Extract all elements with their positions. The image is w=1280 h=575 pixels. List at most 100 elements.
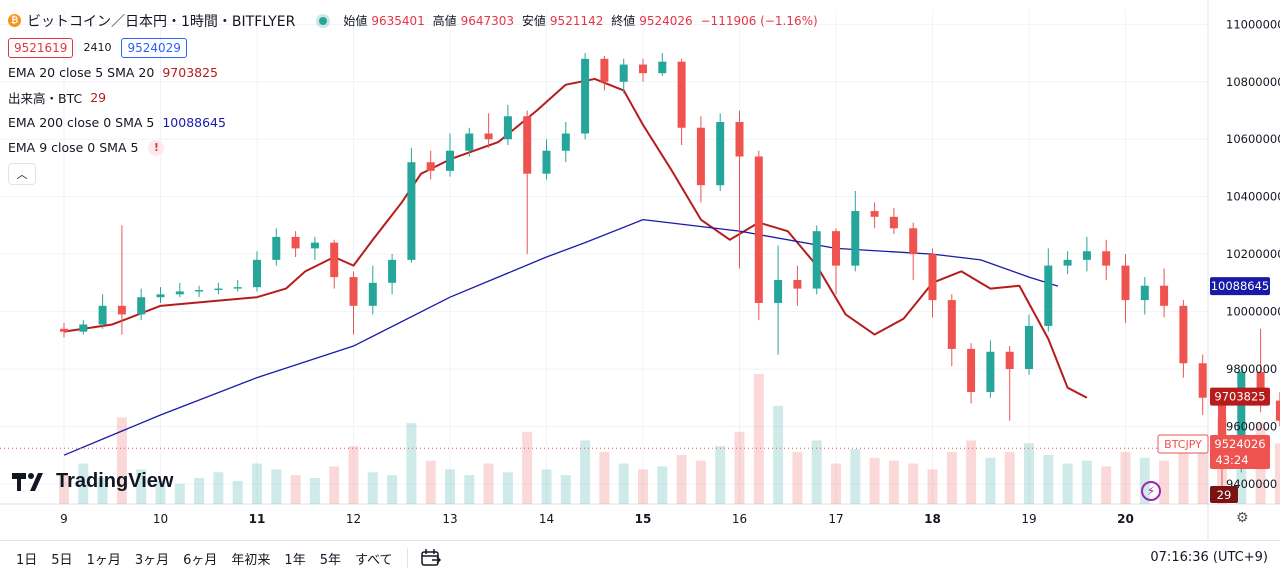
price-chart[interactable]: 11000000 10800000 10600000 10400000 10200000… xyxy=(0,0,1280,540)
candle-body xyxy=(503,116,512,140)
candle-body xyxy=(542,150,551,174)
volume-bar xyxy=(464,475,475,504)
volume-bar xyxy=(309,478,320,504)
lightning-icon[interactable]: ⚡ xyxy=(1141,481,1161,501)
x-tick-label: 11 xyxy=(249,512,266,526)
indicator-ema20[interactable]: EMA 20 close 5 SMA 20 9703825 xyxy=(8,60,822,85)
y-tick-label: 10800000 xyxy=(1226,75,1280,89)
range-6m[interactable]: 6ヶ月 xyxy=(183,552,218,568)
volume-bar xyxy=(792,452,803,504)
candle-body xyxy=(1256,371,1265,401)
collapse-legend-button[interactable]: ︿ xyxy=(8,162,36,185)
volume-bar xyxy=(869,457,880,504)
volume-bar xyxy=(1178,446,1189,504)
volume-bar xyxy=(59,475,69,504)
volume-bar xyxy=(406,423,417,504)
ema20-price-tag-bg xyxy=(1210,387,1270,406)
candle-body xyxy=(774,279,783,303)
clock-utc[interactable]: 07:16:36 (UTC+9) xyxy=(1150,550,1268,565)
candle-body xyxy=(156,294,165,298)
volume-bar xyxy=(136,469,147,504)
candle-body xyxy=(1160,285,1169,306)
volume-bar xyxy=(522,431,533,504)
volume-bar xyxy=(753,374,764,504)
volume-bar xyxy=(232,480,243,504)
buy-price-button[interactable]: 9524029 xyxy=(121,37,187,58)
low-label: 安値 xyxy=(521,14,546,28)
tradingview-logo[interactable]: TradingView xyxy=(12,470,173,493)
range-1y[interactable]: 1年 xyxy=(284,552,306,568)
candle-body xyxy=(310,242,319,249)
indicator-label: EMA 9 close 0 SMA 5 xyxy=(8,140,139,155)
candle-body xyxy=(658,61,667,74)
candle-body xyxy=(195,290,204,292)
volume-bar xyxy=(966,440,977,504)
range-3m[interactable]: 3ヶ月 xyxy=(134,552,170,568)
volume-bar xyxy=(1159,460,1170,504)
range-all[interactable]: すべて xyxy=(354,552,393,568)
indicator-volume[interactable]: 出来高・BTC 29 xyxy=(8,85,822,110)
settings-gear-icon[interactable]: ⚙ xyxy=(1236,510,1249,526)
range-1m[interactable]: 1ヶ月 xyxy=(86,552,121,568)
volume-bar xyxy=(618,463,629,504)
candle-body xyxy=(1275,400,1280,421)
spread-value: 2410 xyxy=(83,41,112,54)
indicator-value: 29 xyxy=(90,90,107,105)
volume-bar xyxy=(908,463,919,504)
x-tick-label: 12 xyxy=(346,512,361,526)
bitcoin-icon: ₿ xyxy=(8,14,21,27)
volume-bar xyxy=(252,463,262,504)
candle-body xyxy=(233,287,242,289)
high-value: 9647303 xyxy=(460,14,515,28)
volume-tag-bg xyxy=(1210,486,1238,503)
volume-bar xyxy=(985,457,996,504)
divider xyxy=(406,548,408,568)
y-tick-label: 9600000 xyxy=(1226,419,1277,433)
candle-body xyxy=(1063,259,1072,266)
volume-bar xyxy=(599,452,610,504)
candle-body xyxy=(832,231,840,266)
indicator-ema200[interactable]: EMA 200 close 0 SMA 5 10088645 xyxy=(8,110,822,135)
candle-body xyxy=(619,64,628,82)
volume-bar xyxy=(1043,454,1054,504)
volume-bar xyxy=(194,478,205,504)
candle-body xyxy=(1218,397,1226,461)
range-5y[interactable]: 5年 xyxy=(319,552,341,568)
symbol-title[interactable]: ビットコイン／日本円・1時間・BITFLYER xyxy=(27,13,296,30)
sell-price-button[interactable]: 9521619 xyxy=(8,37,74,58)
x-tick-label: 16 xyxy=(732,512,747,526)
candle-body xyxy=(388,259,397,283)
ema200-price-tag-bg xyxy=(1210,277,1270,296)
volume-bar xyxy=(734,431,745,504)
y-tick-label: 9800000 xyxy=(1226,362,1277,376)
calendar-goto-icon[interactable] xyxy=(420,548,442,568)
volume-bar xyxy=(560,475,571,504)
candle-body xyxy=(716,122,725,186)
volume-bar xyxy=(1081,460,1092,504)
ema200-price-tag: 10088645 xyxy=(1211,279,1270,293)
volume-bar xyxy=(213,472,224,504)
candle-body xyxy=(330,242,339,278)
indicator-ema9[interactable]: EMA 9 close 0 SMA 5 ! xyxy=(8,135,822,160)
y-tick-label: 10400000 xyxy=(1226,190,1280,204)
volume-bar xyxy=(174,483,185,504)
volume-bar xyxy=(927,469,938,504)
range-1d[interactable]: 1日 xyxy=(16,552,38,568)
volume-bar xyxy=(811,440,822,504)
volume-bar xyxy=(850,449,861,504)
warning-icon[interactable]: ! xyxy=(148,139,165,156)
range-ytd[interactable]: 年初来 xyxy=(231,552,271,568)
symbol-tag: BTCJPY xyxy=(1164,438,1202,451)
volume-bar xyxy=(715,446,726,504)
candle-body xyxy=(1005,351,1014,370)
candle-body xyxy=(272,236,281,260)
candle-body xyxy=(214,288,223,291)
candle-body xyxy=(889,216,898,229)
range-5d[interactable]: 5日 xyxy=(51,552,73,568)
candle-body xyxy=(1237,371,1246,461)
y-tick-label: 10000000 xyxy=(1226,305,1280,319)
volume-bar xyxy=(1004,452,1015,504)
candles xyxy=(60,53,1280,487)
candle-body xyxy=(291,236,300,249)
ema20-price-tag: 9703825 xyxy=(1214,390,1265,404)
